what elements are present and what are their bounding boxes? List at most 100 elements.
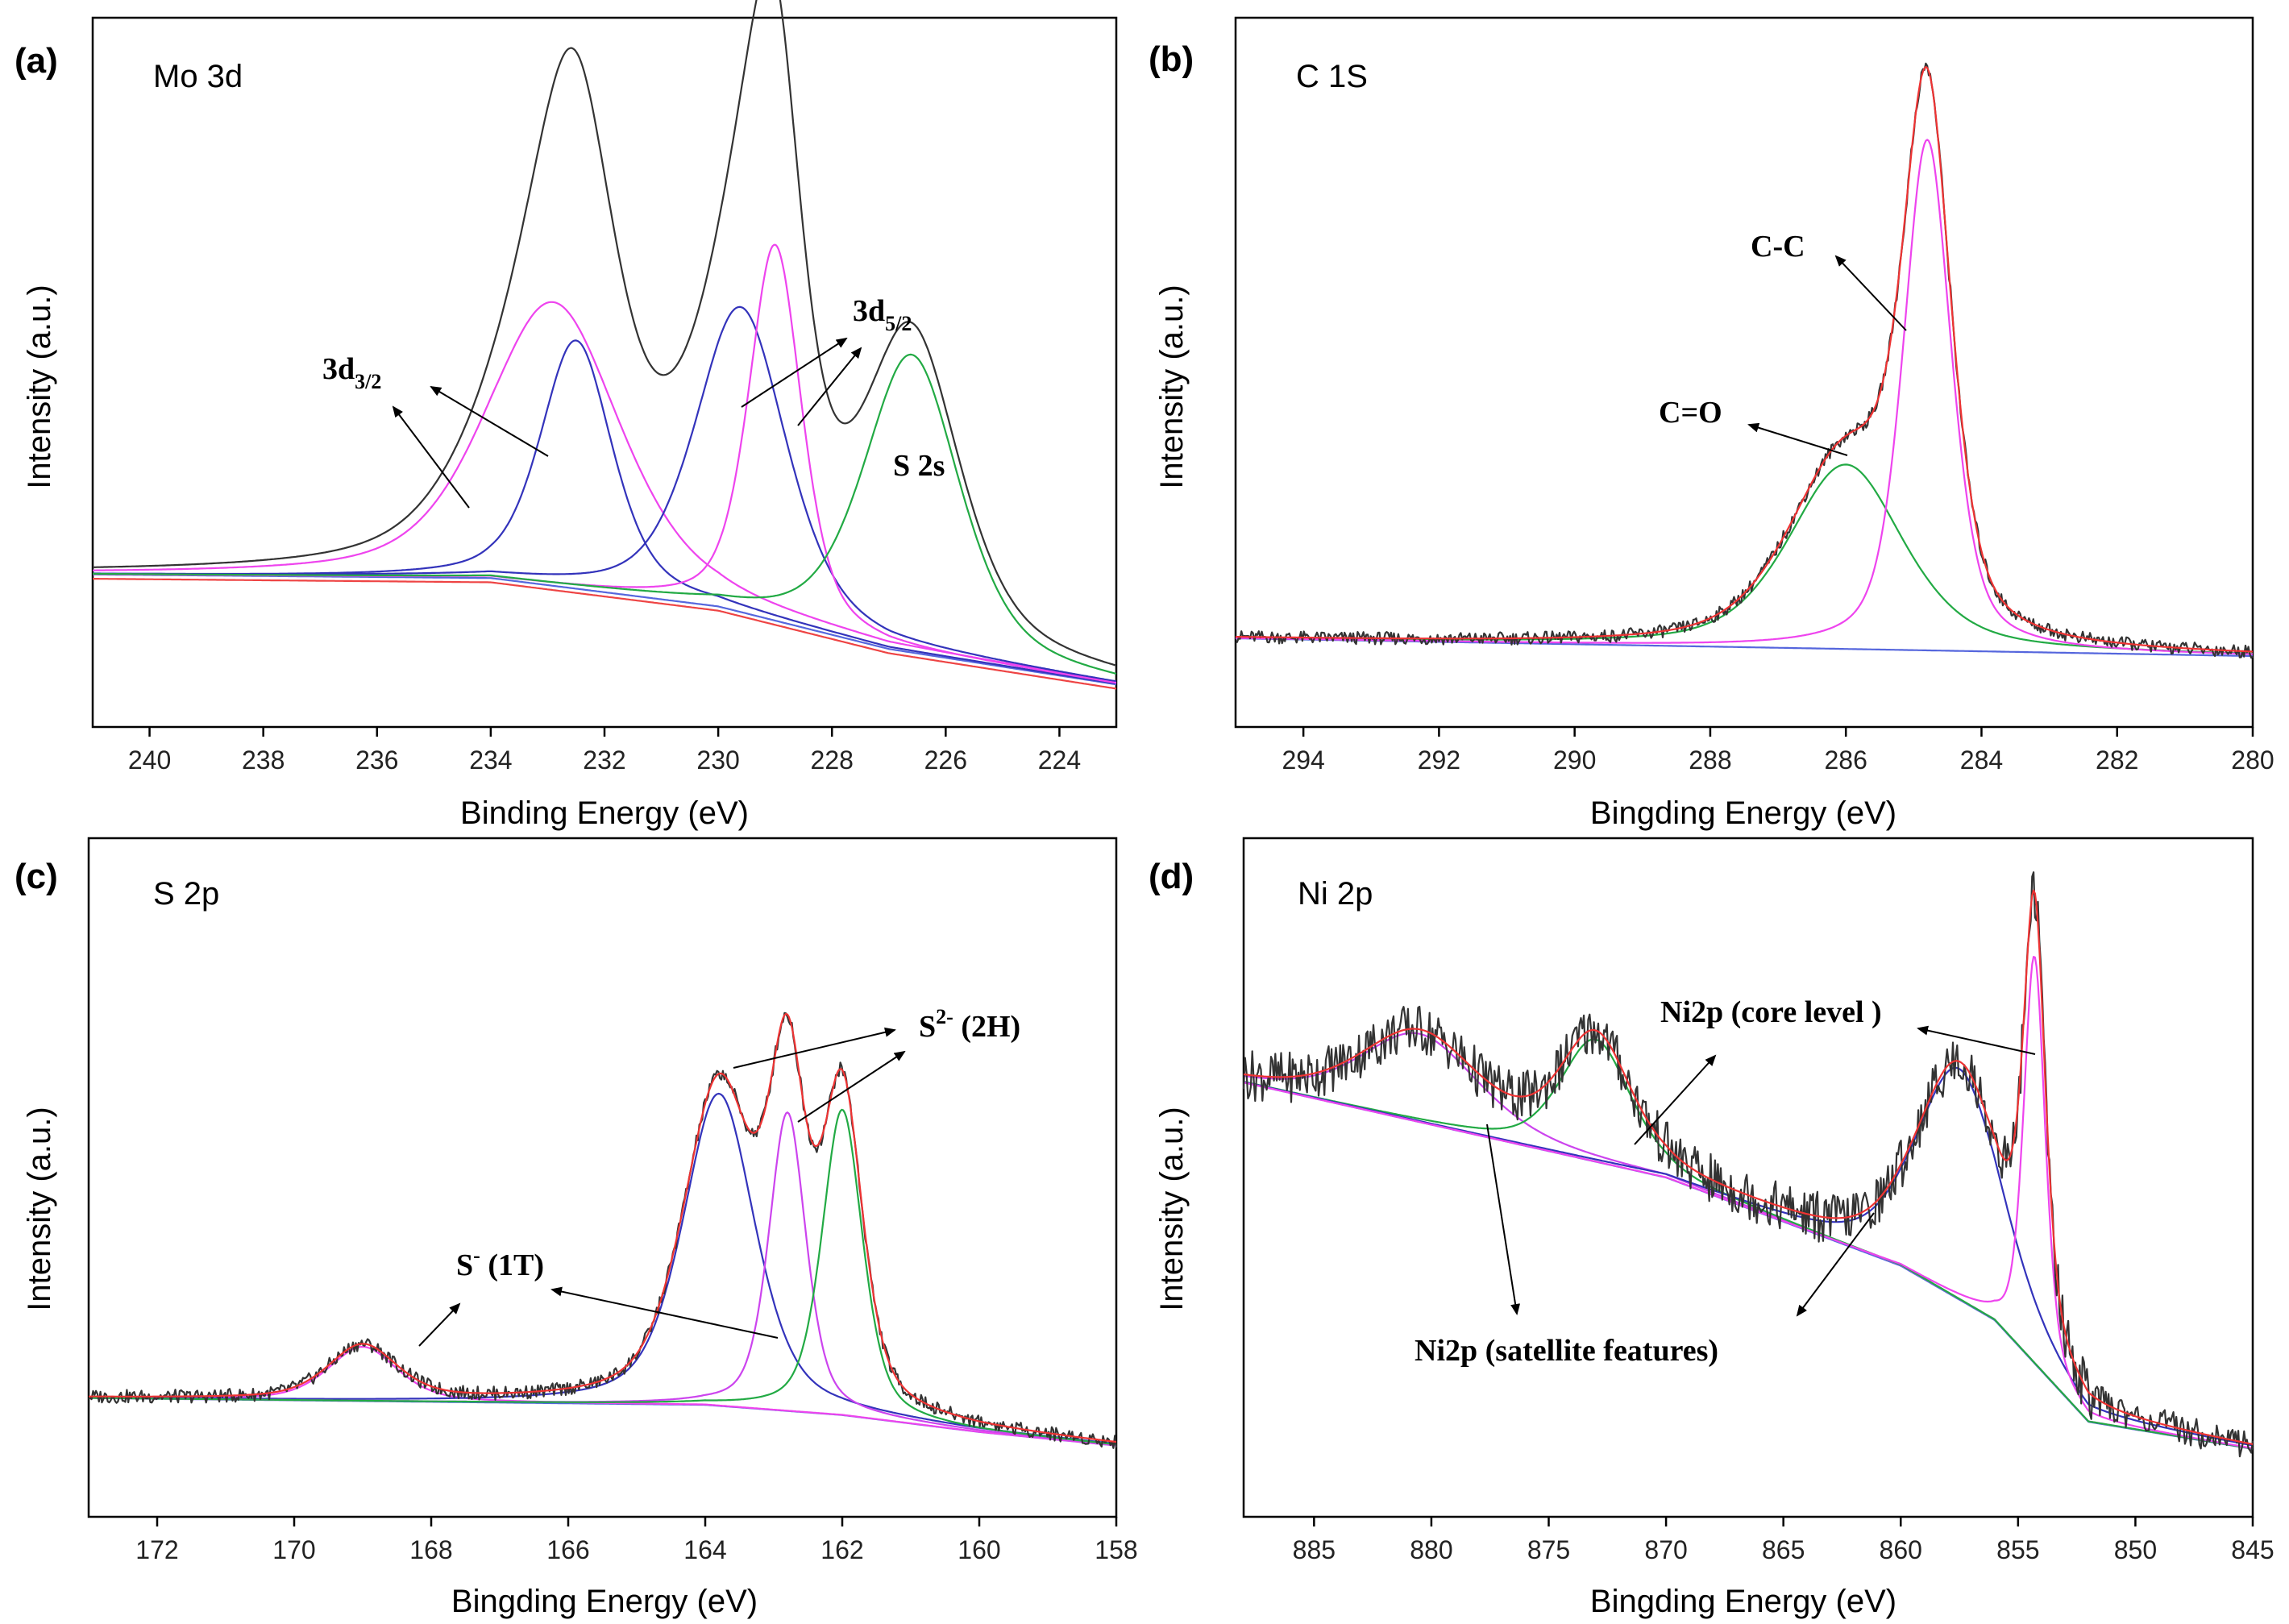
panel-d-ylabel: Intensity (a.u.) <box>1154 1107 1190 1310</box>
panel-b-xtick-label: 292 <box>1418 746 1460 775</box>
panel-a-xtick-label: 238 <box>242 746 285 775</box>
panel-a-arrow-3d32-1 <box>430 385 549 457</box>
panel-d-frame <box>1242 837 2254 1518</box>
panel-b-xtick-label: 294 <box>1282 746 1324 775</box>
panel-a-component-2 <box>93 339 1117 685</box>
panel-c-curves <box>88 1011 1118 1449</box>
panel-a-curves <box>93 0 1117 690</box>
panel-a-letter: (a) <box>15 41 58 81</box>
panel-c-letter: (c) <box>15 857 58 896</box>
panel-a-component-4 <box>93 243 1117 684</box>
panel-c-ann-s2-sup: 2- <box>936 1005 953 1028</box>
panel-b-xlabel: Bingding Energy (eV) <box>1590 795 1896 831</box>
panel-a-ann-3d52-main: 3d <box>853 294 885 328</box>
panel-a-envelope <box>93 0 1117 667</box>
panel-a-ann-3d32-main: 3d <box>322 352 355 386</box>
panel-a-ann-3d52-sub: 5/2 <box>885 312 912 335</box>
panel-c-ann-s2-rest: (2H) <box>953 1010 1020 1044</box>
panel-c-title: S 2p <box>153 876 219 912</box>
panel-c-ticks: 172 170 168 166 164 162 160 158 <box>135 1517 1138 1564</box>
panel-a-xtick-label: 224 <box>1038 746 1081 775</box>
panel-d-letter: (d) <box>1149 857 1194 896</box>
panel-b-xtick-label: 284 <box>1960 746 2003 775</box>
panel-c-arrow-2h-1 <box>733 1027 896 1069</box>
panel-b-component-2 <box>1236 139 2254 655</box>
panel-a-ylabel: Intensity (a.u.) <box>22 285 57 488</box>
panel-b-xtick-label: 280 <box>2231 746 2274 775</box>
panel-d-xlabel: Bingding Energy (eV) <box>1590 1584 1896 1619</box>
panel-d-annotation-satellite: Ni2p (satellite features) <box>1415 1124 1875 1368</box>
panel-d-xtick-label: 885 <box>1293 1535 1336 1564</box>
panel-a-xtick-label: 234 <box>469 746 512 775</box>
svg-text:S2- (2H): S2- (2H) <box>919 1005 1020 1044</box>
panel-b-annotation-cc: C-C <box>1751 230 1907 331</box>
svg-text:3d5/2: 3d5/2 <box>853 294 912 335</box>
panel-c-arrow-1t-2 <box>550 1286 779 1339</box>
panel-c-xtick-label: 158 <box>1095 1535 1137 1564</box>
panel-d-curves <box>1242 871 2254 1458</box>
panel-a-xtick-label: 232 <box>583 746 625 775</box>
panel-d-xtick-label: 880 <box>1410 1535 1452 1564</box>
panel-c-xlabel: Bingding Energy (eV) <box>451 1584 758 1619</box>
panel-b-curves <box>1235 62 2254 659</box>
panel-a-arrow-3d32-2 <box>392 405 470 509</box>
panel-c-baseline <box>89 1397 1117 1447</box>
panel-a-ticks: 240 238 236 234 232 230 228 226 224 <box>128 727 1081 775</box>
panel-d-ni2p: (d) Ni 2p Intensity (a.u.) Bingding Ener… <box>1149 837 2274 1619</box>
panel-a-arrow-3d52-2 <box>797 347 862 426</box>
panel-b-xtick-label: 286 <box>1825 746 1867 775</box>
panel-a-ann-s2s: S 2s <box>893 449 945 483</box>
panel-a-xtick-label: 226 <box>924 746 967 775</box>
panel-b-component-1 <box>1236 463 2253 654</box>
panel-d-ticks: 885 880 875 870 865 860 855 850 845 <box>1293 1517 2274 1564</box>
panel-a-background <box>93 578 1117 690</box>
panel-b-raw-data <box>1235 62 2254 659</box>
panel-b-c1s: (b) C 1S Intensity (a.u.) Bingding Energ… <box>1149 16 2274 831</box>
panel-a-annotation-3d32: 3d3/2 <box>322 352 549 509</box>
panel-c-xtick-label: 164 <box>683 1535 726 1564</box>
panel-c-s2p: (c) S 2p Intensity (a.u.) Bingding Energ… <box>15 837 1138 1619</box>
panel-d-xtick-label: 850 <box>2114 1535 2157 1564</box>
panel-c-xtick-label: 160 <box>958 1535 1000 1564</box>
panel-c-xtick-label: 162 <box>820 1535 863 1564</box>
panel-d-xtick-label: 870 <box>1644 1535 1687 1564</box>
panel-c-arrow-2h-2 <box>797 1050 906 1123</box>
panel-b-xtick-label: 282 <box>2096 746 2138 775</box>
panel-c-annotation-s2-2h: S2- (2H) <box>733 1005 1020 1123</box>
panel-d-xtick-label: 845 <box>2231 1535 2274 1564</box>
panel-a-baseline <box>93 573 1117 686</box>
panel-d-arrow-core-1 <box>1917 1025 2036 1055</box>
svg-text:S- (1T): S- (1T) <box>456 1244 544 1282</box>
panel-d-xtick-label: 860 <box>1880 1535 1922 1564</box>
panel-b-fit-envelope <box>1236 66 2254 653</box>
panel-d-fit-envelope <box>1243 889 2254 1445</box>
panel-b-title: C 1S <box>1296 59 1368 94</box>
panel-b-arrow-co <box>1747 422 1848 456</box>
panel-c-ann-s2-main: S <box>919 1010 936 1044</box>
panel-a-xtick-label: 240 <box>128 746 171 775</box>
panel-b-arrow-cc <box>1834 255 1907 331</box>
panel-c-frame <box>87 837 1118 1518</box>
panel-d-raw-data <box>1242 871 2254 1458</box>
panel-c-arrow-1t-1 <box>418 1302 461 1347</box>
panel-d-title: Ni 2p <box>1298 876 1373 912</box>
panel-c-raw-data <box>88 1011 1118 1449</box>
panel-b-xtick-label: 290 <box>1553 746 1596 775</box>
panel-c-ylabel: Intensity (a.u.) <box>22 1107 57 1310</box>
panel-d-arrow-core-2 <box>1634 1054 1717 1145</box>
panel-a-frame <box>91 16 1118 729</box>
panel-a-ann-3d32-sub: 3/2 <box>355 370 381 393</box>
panel-c-ann-s1-sup: - <box>473 1244 480 1267</box>
panel-d-xtick-label: 865 <box>1762 1535 1805 1564</box>
panel-a-xlabel: Binding Energy (eV) <box>460 795 749 831</box>
svg-text:3d3/2: 3d3/2 <box>322 352 381 393</box>
panel-b-frame <box>1234 16 2254 729</box>
panel-b-annotation-co: C=O <box>1659 396 1848 456</box>
panel-a-title: Mo 3d <box>153 59 243 94</box>
panel-d-arrow-sat-1 <box>1486 1124 1521 1315</box>
panel-b-ticks: 294 292 290 288 286 284 282 280 <box>1282 727 2274 775</box>
panel-d-xtick-label: 875 <box>1527 1535 1570 1564</box>
panel-a-annotation-3d52: 3d5/2 <box>741 294 912 426</box>
panel-c-ann-s1-main: S <box>456 1248 473 1282</box>
